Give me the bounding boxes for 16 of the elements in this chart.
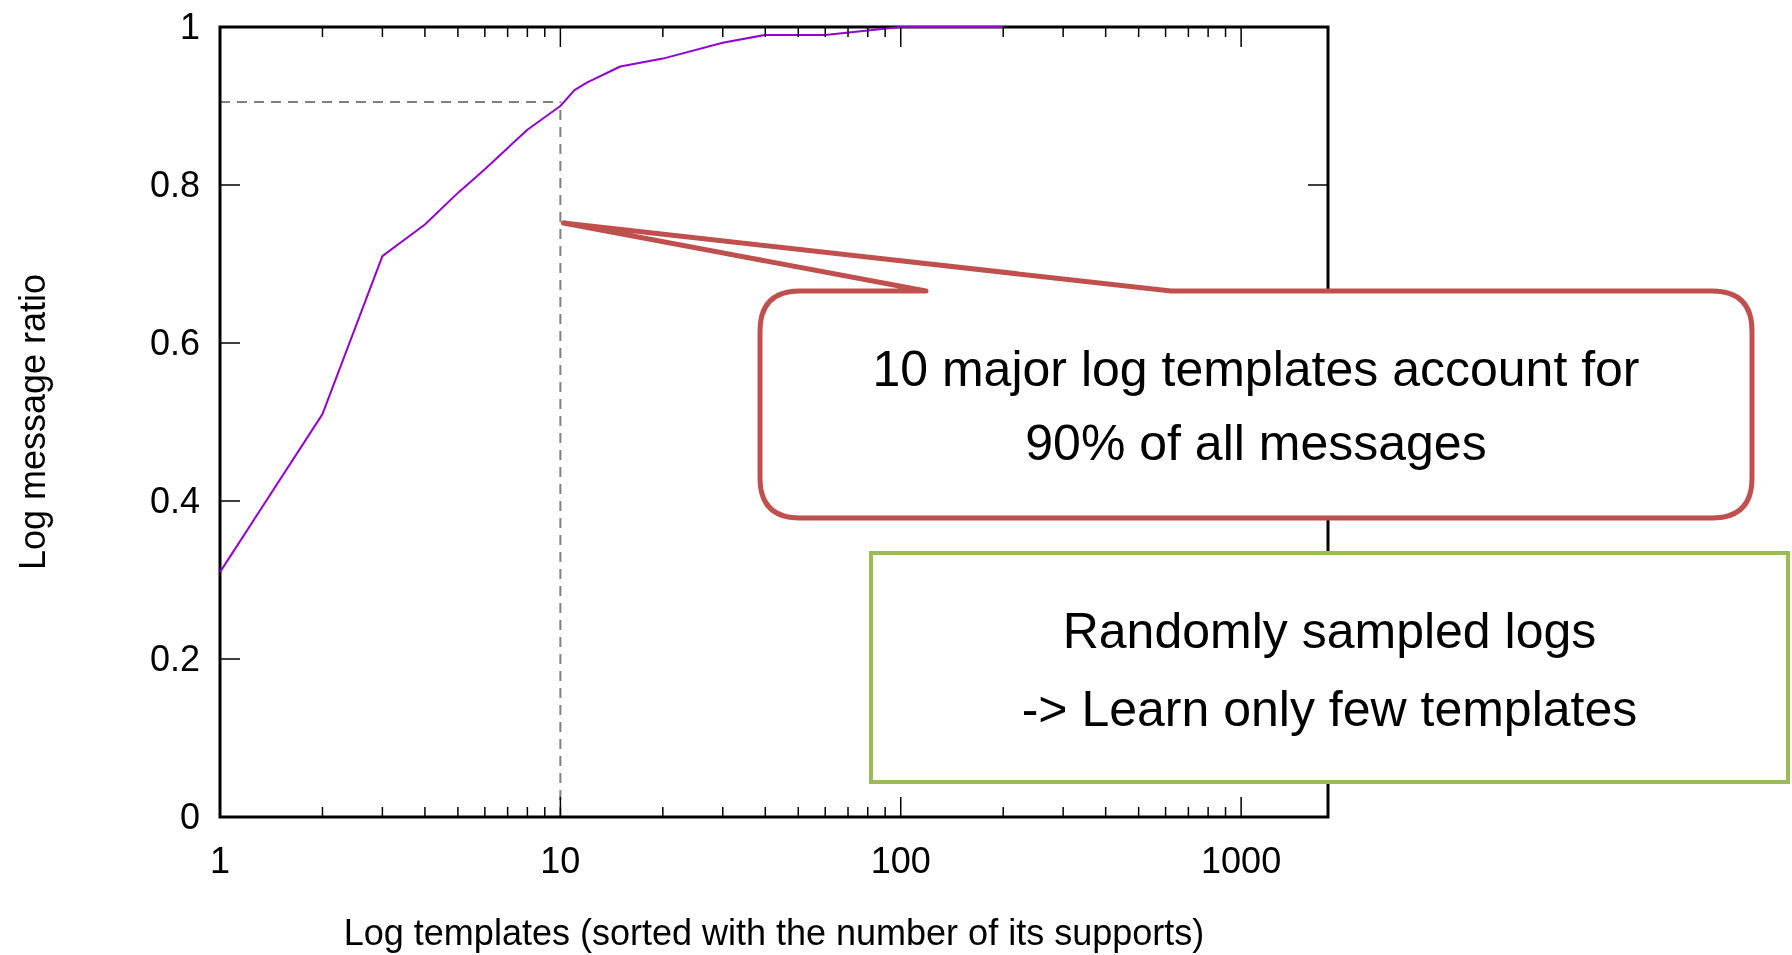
- y-tick-label: 0.6: [149, 322, 200, 363]
- annotation: 10 major log templates account for 90% of all messages: [872, 341, 1640, 471]
- y-tick-label: 0.4: [149, 480, 200, 521]
- x-axis-title: Log templates (sorted with the number of its supports): [343, 912, 1205, 953]
- y-tick-label: 0.2: [149, 638, 200, 679]
- y-tick-label: 1: [179, 6, 200, 47]
- x-tick-label: 1000: [1201, 840, 1282, 881]
- x-tick-label: 1: [209, 840, 231, 881]
- text-box: Randomly sampled logs -> Learn only few templates: [869, 551, 1790, 784]
- annotation: Randomly sampled logs -> Learn only few templates: [1021, 603, 1638, 737]
- y-tick-label: 0: [179, 796, 200, 837]
- x-tick-label: 100: [870, 840, 931, 881]
- y-axis-title: Log message ratio: [12, 273, 53, 571]
- callout-box: 10 major log templates account for 90% of all messages: [560, 220, 1755, 521]
- x-tick-label: 10: [540, 840, 581, 881]
- y-tick-label: 0.8: [149, 164, 200, 205]
